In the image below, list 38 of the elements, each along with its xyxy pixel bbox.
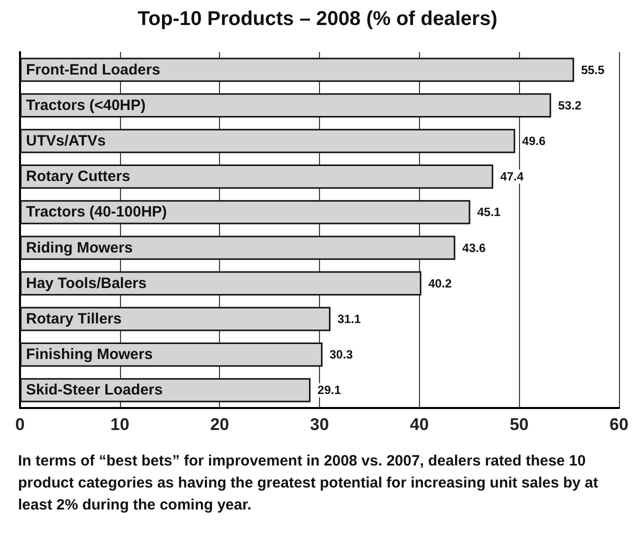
x-tick-label: 40 — [410, 415, 429, 434]
y-tick-label: Rotary Tillers — [26, 310, 122, 328]
bar — [20, 378, 311, 402]
x-tick-label: 30 — [310, 415, 329, 434]
y-tick-label: Skid-Steer Loaders — [26, 382, 163, 399]
y-tick-label: Front-End Loaders — [26, 61, 160, 78]
x-tick-label: 10 — [110, 415, 130, 434]
y-tick-label: Finishing Mowers — [26, 346, 153, 364]
x-tick-label: 50 — [510, 415, 529, 434]
y-tick-label: Hay Tools/Balers — [26, 274, 147, 292]
chart-title: Top-10 Products – 2008 (% of dealers) — [138, 8, 498, 30]
data-label: 47.4 — [500, 170, 524, 184]
bar — [20, 164, 494, 189]
data-label: 49.6 — [522, 134, 546, 148]
x-tick-label: 0 — [15, 415, 25, 434]
data-label: 30.3 — [329, 348, 354, 362]
bar — [20, 236, 456, 260]
y-tick-label: UTVs/ATVs — [26, 132, 106, 150]
bar — [20, 306, 330, 332]
data-label: 31.1 — [337, 312, 362, 326]
data-label: 43.6 — [462, 240, 486, 255]
x-tick-label: 20 — [210, 415, 230, 434]
bar — [20, 128, 516, 154]
data-label: 29.1 — [318, 383, 342, 398]
data-label: 40.2 — [428, 276, 452, 290]
text: In terms of “best bets” for improvement in 2008 vs. 2007, dealers rated these 10 product categories as having the greatest potential for increasing unit sales by at least 2% during the coming year. — [18, 452, 602, 514]
y-tick-label: Tractors (<40HP) — [26, 96, 146, 114]
data-label: 45.1 — [477, 205, 501, 220]
y-tick-label: Rotary Cutters — [26, 168, 130, 186]
bar — [20, 58, 574, 82]
data-label: 53.2 — [558, 98, 582, 112]
data-label: 55.5 — [581, 62, 605, 77]
bar — [20, 93, 552, 118]
x-tick-label: 60 — [610, 415, 628, 434]
y-tick-label: Riding Mowers — [26, 239, 133, 256]
y-tick-label: Tractors (40-100HP) — [26, 204, 167, 221]
bar — [20, 271, 422, 296]
bar — [20, 200, 470, 224]
